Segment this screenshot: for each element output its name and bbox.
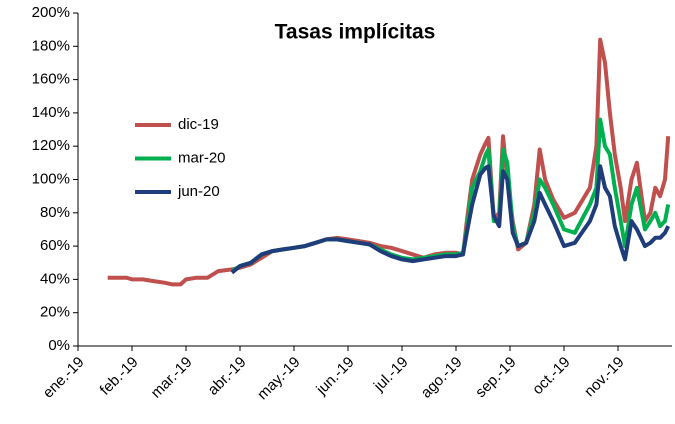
- y-tick-label: 60%: [40, 237, 70, 254]
- x-tick-label: jul.-19: [370, 354, 412, 396]
- y-tick-label: 120%: [32, 137, 70, 154]
- x-tick-label: ene.-19: [40, 354, 88, 402]
- legend-label: mar-20: [178, 149, 226, 166]
- y-tick-label: 80%: [40, 204, 70, 221]
- x-tick-label: nov.-19: [581, 354, 628, 401]
- y-tick-label: 100%: [32, 170, 70, 187]
- chart-title: Tasas implícitas: [275, 21, 436, 44]
- x-tick-label: abr.-19: [205, 354, 250, 399]
- series-line: [230, 164, 671, 275]
- legend-label: dic-19: [178, 116, 219, 133]
- x-tick-label: may.-19: [254, 354, 304, 404]
- x-tick-label: jun.-19: [312, 354, 357, 399]
- y-tick-label: 200%: [32, 4, 70, 21]
- y-tick-label: 160%: [32, 71, 70, 88]
- x-tick-label: ago.-19: [418, 354, 466, 402]
- y-tick-label: 180%: [32, 37, 70, 54]
- y-tick-label: 140%: [32, 104, 70, 121]
- x-tick-label: oct.-19: [529, 354, 573, 398]
- y-tick-label: 20%: [40, 304, 70, 321]
- y-tick-label: 40%: [40, 270, 70, 287]
- x-tick-label: mar.-19: [148, 354, 196, 402]
- x-tick-label: sep.-19: [472, 354, 519, 401]
- x-tick-label: feb.-19: [97, 354, 142, 399]
- y-tick-label: 0%: [48, 337, 70, 354]
- legend-label: jun-20: [177, 183, 220, 200]
